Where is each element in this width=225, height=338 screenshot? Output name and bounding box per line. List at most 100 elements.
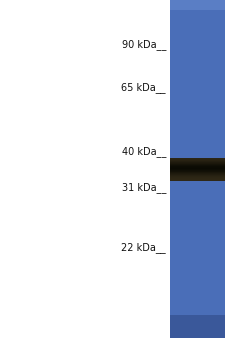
Bar <box>170 48 225 51</box>
Bar <box>170 25 225 27</box>
Bar <box>170 91 225 94</box>
Bar <box>170 260 225 263</box>
Bar <box>170 207 225 210</box>
Bar <box>170 33 225 35</box>
Bar <box>170 258 225 261</box>
Bar <box>170 295 225 298</box>
Bar <box>170 36 225 39</box>
Bar <box>170 337 225 338</box>
Bar <box>170 154 225 157</box>
Bar <box>170 284 225 287</box>
Bar <box>170 307 225 309</box>
Bar <box>170 114 225 116</box>
Bar <box>170 265 225 267</box>
Bar <box>170 317 225 319</box>
Bar <box>170 95 225 97</box>
Bar <box>170 330 225 333</box>
Bar <box>170 10 225 13</box>
Bar <box>170 153 225 156</box>
Bar <box>170 140 225 142</box>
Bar <box>170 55 225 58</box>
Bar <box>170 217 225 220</box>
Bar <box>170 212 225 214</box>
Bar <box>170 273 225 275</box>
Bar <box>170 159 225 162</box>
Bar <box>170 264 225 266</box>
Bar <box>170 171 225 172</box>
Bar <box>170 37 225 40</box>
Bar <box>170 165 225 166</box>
Bar <box>170 125 225 128</box>
Bar <box>170 220 225 222</box>
Bar <box>170 198 225 201</box>
Bar <box>170 332 225 335</box>
Bar <box>170 183 225 185</box>
Bar <box>170 274 225 276</box>
Bar <box>170 329 225 332</box>
Bar <box>170 268 225 271</box>
Bar <box>170 239 225 241</box>
Bar <box>170 158 225 160</box>
Bar <box>170 160 225 161</box>
Bar <box>170 309 225 311</box>
Bar <box>170 163 225 164</box>
Bar <box>170 112 225 114</box>
Bar <box>170 234 225 237</box>
Bar <box>170 185 225 187</box>
Bar <box>170 298 225 301</box>
Bar <box>170 293 225 295</box>
Bar <box>170 325 225 328</box>
Bar <box>170 158 225 159</box>
Bar <box>170 144 225 147</box>
Bar <box>170 24 225 26</box>
Bar <box>170 167 225 169</box>
Bar <box>170 123 225 125</box>
Bar <box>170 287 225 290</box>
Bar <box>170 211 225 213</box>
Bar <box>170 6 225 8</box>
Bar <box>170 209 225 211</box>
Bar <box>170 126 225 129</box>
Bar <box>170 270 225 273</box>
Bar <box>170 35 225 38</box>
Bar <box>170 230 225 233</box>
Bar <box>170 27 225 30</box>
Bar <box>170 122 225 124</box>
Bar <box>170 60 225 62</box>
Bar <box>170 166 225 167</box>
Bar <box>170 42 225 44</box>
Bar <box>170 162 225 163</box>
Bar <box>170 196 225 199</box>
Bar <box>170 296 225 299</box>
Bar <box>170 327 225 329</box>
Text: 65 kDa__: 65 kDa__ <box>121 82 166 93</box>
Bar <box>170 23 225 25</box>
Bar <box>170 165 225 166</box>
Bar <box>170 167 225 168</box>
Bar <box>170 200 225 203</box>
Bar <box>170 254 225 256</box>
Bar <box>170 291 225 293</box>
Bar <box>170 92 225 95</box>
Bar <box>170 17 225 20</box>
Bar <box>170 40 225 42</box>
Bar <box>170 189 225 192</box>
Bar <box>170 131 225 133</box>
Bar <box>170 165 225 167</box>
Bar <box>170 0 225 3</box>
Bar <box>170 68 225 70</box>
Bar <box>170 113 225 115</box>
Bar <box>170 132 225 135</box>
Bar <box>170 175 225 176</box>
Bar <box>170 86 225 88</box>
Bar <box>170 99 225 102</box>
Bar <box>170 45 225 48</box>
Bar <box>170 178 225 179</box>
Bar <box>170 26 225 28</box>
Bar <box>170 13 225 15</box>
Bar <box>170 286 225 289</box>
Bar <box>170 165 225 166</box>
Bar <box>170 314 225 317</box>
Bar <box>170 280 225 282</box>
Bar <box>170 177 225 178</box>
